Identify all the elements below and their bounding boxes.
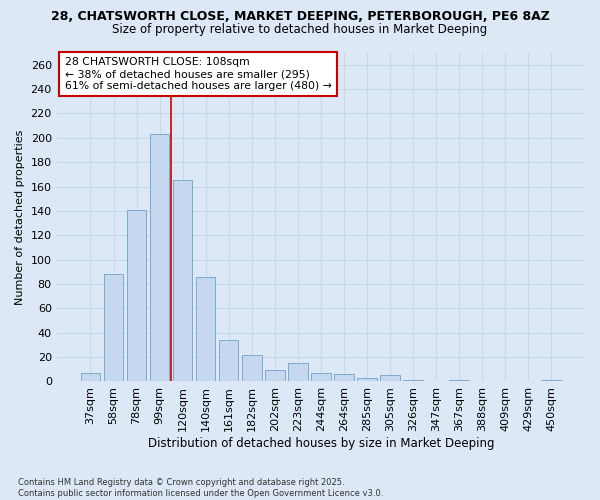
- Text: Contains HM Land Registry data © Crown copyright and database right 2025.
Contai: Contains HM Land Registry data © Crown c…: [18, 478, 383, 498]
- Bar: [403, 380, 423, 382]
- Text: 28 CHATSWORTH CLOSE: 108sqm
← 38% of detached houses are smaller (295)
61% of se: 28 CHATSWORTH CLOSE: 108sqm ← 38% of det…: [65, 58, 331, 90]
- Bar: [219, 340, 238, 382]
- Text: 28, CHATSWORTH CLOSE, MARKET DEEPING, PETERBOROUGH, PE6 8AZ: 28, CHATSWORTH CLOSE, MARKET DEEPING, PE…: [50, 10, 550, 23]
- Text: Size of property relative to detached houses in Market Deeping: Size of property relative to detached ho…: [112, 22, 488, 36]
- Bar: [173, 180, 193, 382]
- Bar: [380, 376, 400, 382]
- Bar: [449, 380, 469, 382]
- Bar: [80, 373, 100, 382]
- Bar: [242, 354, 262, 382]
- Bar: [288, 363, 308, 382]
- Bar: [196, 276, 215, 382]
- Bar: [311, 373, 331, 382]
- Bar: [150, 134, 169, 382]
- Bar: [357, 378, 377, 382]
- Bar: [541, 380, 561, 382]
- Bar: [104, 274, 123, 382]
- Y-axis label: Number of detached properties: Number of detached properties: [15, 130, 25, 304]
- Bar: [127, 210, 146, 382]
- X-axis label: Distribution of detached houses by size in Market Deeping: Distribution of detached houses by size …: [148, 437, 494, 450]
- Bar: [334, 374, 353, 382]
- Bar: [265, 370, 284, 382]
